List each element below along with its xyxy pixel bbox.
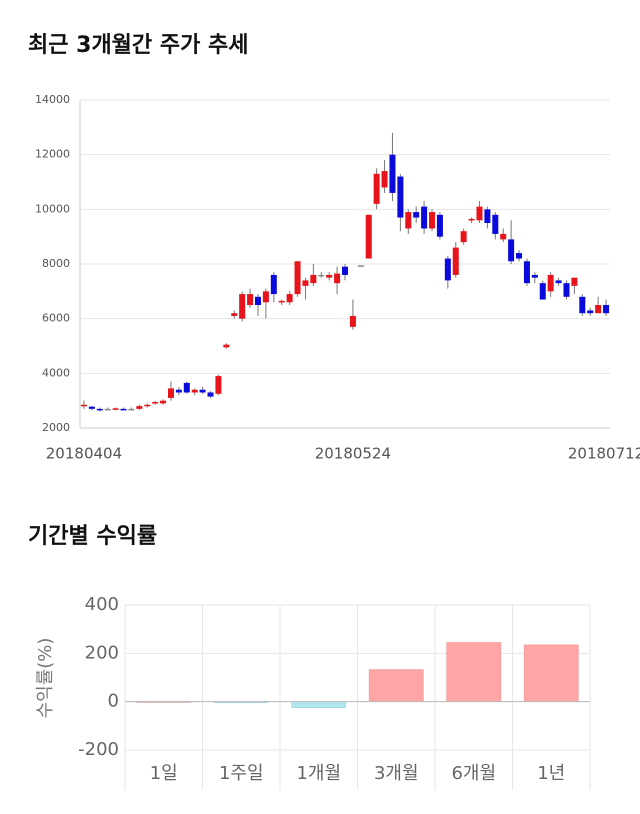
candle-body [357,265,364,267]
y-tick-label: -200 [78,739,119,760]
candle-body [603,305,610,314]
candle-body [421,206,428,229]
candle-body [262,291,269,303]
candle-body [508,239,515,262]
candle-body [80,404,87,407]
candle-body [294,261,301,295]
candle-body [199,389,206,393]
chart-title: 기간별 수익률 [28,524,157,549]
candle-body [270,274,277,295]
candle-body [286,294,293,303]
candle-body [413,212,420,218]
candle-body [500,233,507,240]
candle-body [215,376,222,394]
candle-body [571,277,578,286]
candle-body [167,388,174,398]
candle-body [183,382,190,393]
candle-body [318,274,325,277]
candle-body [302,280,309,286]
candle-body [405,212,412,229]
bar [446,642,502,702]
x-tick-label: 6개월 [451,763,496,784]
candle-body [191,389,198,393]
candle-body [207,392,214,397]
candle-body [104,408,111,411]
candle-body [341,266,349,275]
candle-body [112,408,119,410]
x-tick-label: 20180712 [568,445,640,463]
x-tick-label: 1개월 [296,763,341,784]
bar [291,701,347,708]
y-tick-label: 6000 [42,312,70,325]
y-axis-label: 수익률(%) [35,638,56,719]
y-tick-label: 14000 [35,93,70,106]
candle-body [239,294,246,319]
candle-body [128,408,135,411]
candle-body [579,296,586,314]
x-tick-label: 3개월 [374,763,419,784]
y-tick-label: 0 [108,691,119,712]
candle-body [555,280,562,284]
candle-body [326,274,333,278]
candle-body [531,274,538,278]
candle-body [476,206,483,221]
x-tick-label: 1주일 [219,763,264,784]
chart-title: 최근 3개월간 주가 추세 [28,33,248,58]
candle-body [120,408,127,411]
y-tick-label: 2000 [42,421,70,434]
candle-body [381,171,388,188]
candle-body [96,408,103,411]
candle-body [310,274,317,284]
candle-body [88,406,95,409]
x-tick-label: 20180404 [46,445,122,463]
candle-body [334,273,341,284]
y-tick-label: 400 [85,594,119,615]
candle-body [492,214,499,234]
candle-body [349,315,356,327]
candle-body [223,344,230,348]
y-tick-label: 200 [85,642,119,663]
candle-body [247,294,254,305]
y-tick-label: 10000 [35,202,70,215]
candle-body [460,231,467,243]
candle-body [587,310,594,314]
candle-body [397,176,404,218]
candle-body [484,209,491,223]
x-tick-label: 1일 [150,763,178,784]
candle-body [429,212,436,229]
candle-body [452,247,459,275]
candle-body [523,261,530,284]
candle-body [539,283,546,300]
candle-body [160,400,167,404]
bar [368,669,424,702]
candle-body [389,154,396,193]
candle-body [136,406,143,409]
candle-body [254,296,261,305]
candle-body [444,258,451,281]
candle-body [436,214,443,237]
candle-body [595,305,602,314]
candle-body [547,274,554,292]
y-tick-label: 12000 [35,148,70,161]
y-tick-label: 4000 [42,366,70,379]
candle-body [175,389,182,393]
x-tick-label: 1년 [537,763,565,784]
bar [523,644,579,702]
candle-body [231,313,238,316]
y-tick-label: 8000 [42,257,70,270]
candle-body [516,253,523,259]
candle-body [152,402,159,404]
candle-body [563,283,570,297]
x-tick-label: 20180524 [315,445,391,463]
candle-body [365,214,372,259]
candle-body [468,218,475,221]
candle-body [278,300,285,303]
candle-body [144,404,151,407]
candle-body [373,173,380,204]
